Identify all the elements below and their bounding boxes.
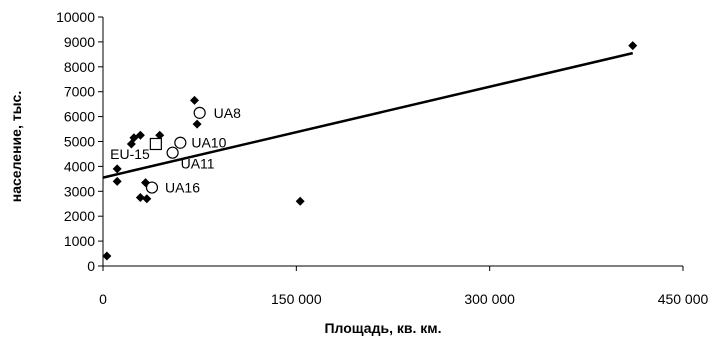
data-point-diamond (135, 130, 145, 140)
x-tick-label: 450 000 (658, 291, 709, 307)
data-point-circle (174, 136, 187, 149)
data-point-diamond (135, 193, 145, 203)
y-tick-label: 4000 (64, 158, 95, 174)
y-ticks: 0 1000 2000 3000 4000 5000 6000 7000 8000 9000 100… (56, 9, 103, 274)
x-tick-label: 300 000 (464, 291, 515, 307)
data-point-diamond (155, 130, 165, 140)
data-point-circle (166, 146, 179, 159)
point-label: EU-15 (110, 146, 150, 162)
y-tick-label: 7000 (64, 84, 95, 100)
y-tick-label: 3000 (64, 183, 95, 199)
data-point-diamond (112, 176, 122, 186)
x-tick-label: 150 000 (271, 291, 322, 307)
data-point-circle (145, 181, 159, 194)
y-tick-label: 10000 (56, 9, 95, 25)
data-point-diamond (112, 164, 122, 174)
data-point-diamond (295, 196, 305, 206)
y-tick-label: 2000 (64, 208, 95, 224)
x-ticks: 0 150 000 300 000 450 000 (99, 266, 709, 307)
y-tick-label: 0 (87, 258, 95, 274)
trendline-group (102, 51, 634, 179)
data-point-diamond (628, 41, 638, 51)
y-tick-label: 6000 (64, 109, 95, 125)
data-points (102, 41, 638, 261)
point-label: UA11 (181, 156, 215, 172)
y-tick-label: 5000 (64, 134, 95, 150)
data-point-diamond (102, 251, 112, 261)
axes (102, 17, 683, 267)
trendline (102, 51, 634, 179)
y-tick-label: 8000 (64, 59, 95, 75)
data-point-square (149, 137, 162, 151)
y-tick-label: 1000 (64, 233, 95, 249)
point-label: UA16 (165, 180, 200, 196)
data-point-diamond (192, 119, 202, 129)
data-point-circle (193, 106, 206, 119)
x-axis-title: Площадь, кв. км. (324, 320, 441, 336)
data-point-diamond (142, 194, 152, 204)
point-label: UA8 (214, 105, 241, 121)
x-tick-label: 0 (99, 291, 107, 307)
point-labels: UA8 UA10 UA11 UA16 EU-15 (110, 105, 241, 196)
point-label: UA10 (191, 135, 226, 151)
y-tick-label: 9000 (64, 34, 95, 50)
data-point-diamond (190, 95, 200, 105)
y-axis-title: население, тыс. (8, 91, 24, 202)
